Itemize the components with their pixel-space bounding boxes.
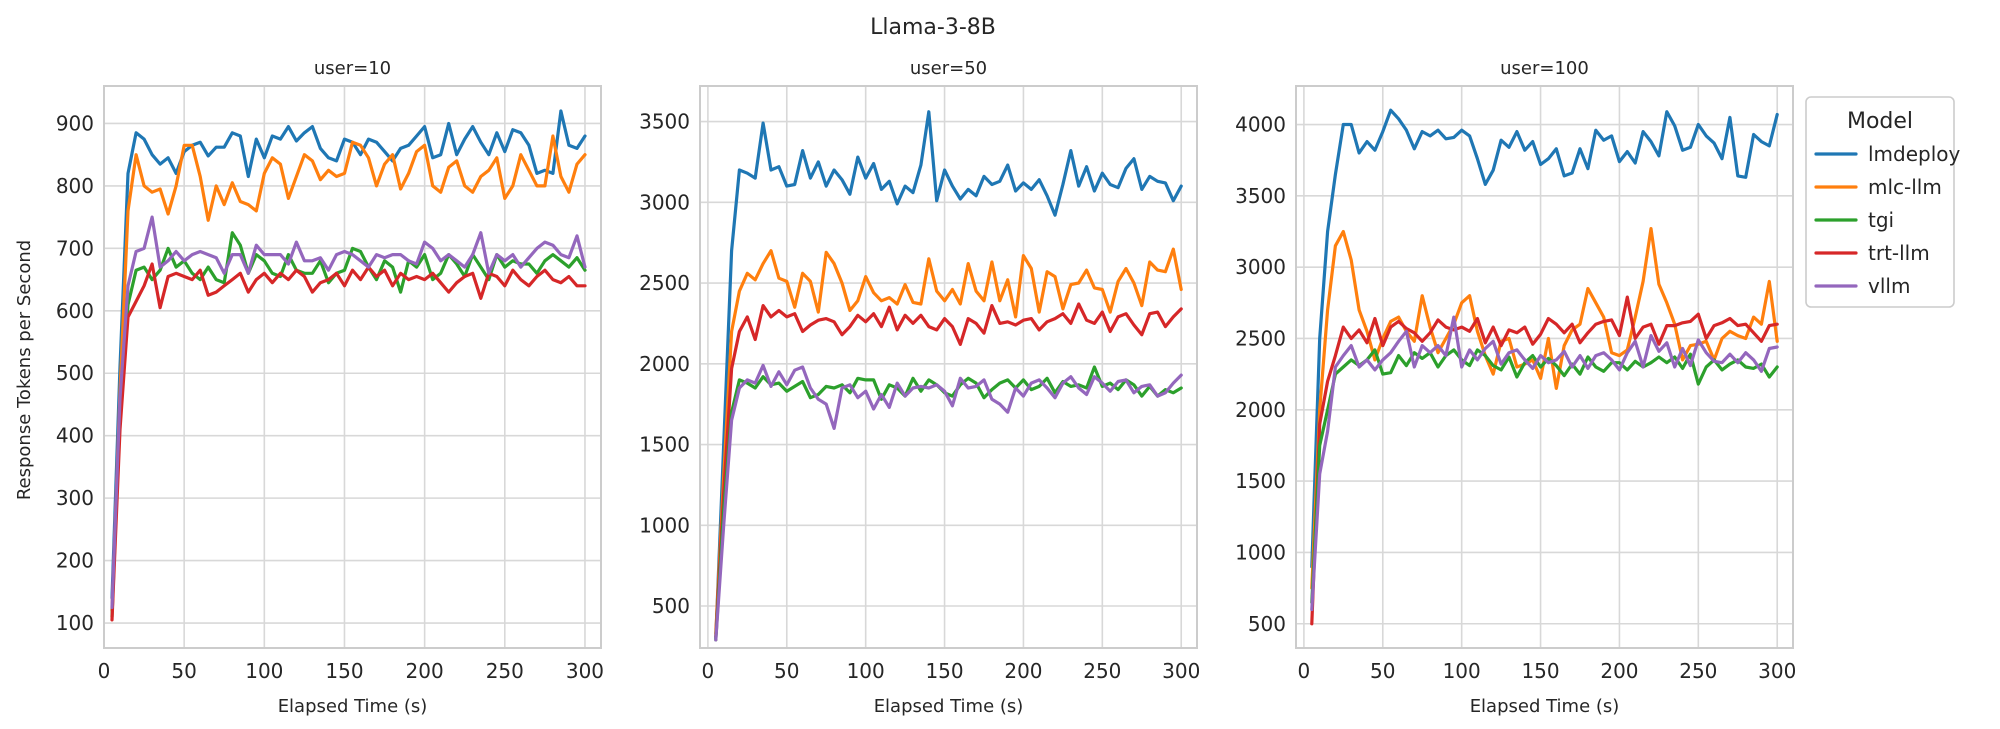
y-tick-label: 2500	[639, 271, 690, 295]
y-axis-label: Response Tokens per Second	[14, 240, 35, 500]
legend-label: vllm	[1868, 274, 1910, 298]
subplot-3: 0 50 100 150 200 250 300 500 1000 1500 2000 2500 300…	[1235, 58, 1796, 717]
subplot-1: 0 50 100 150 200 250 300 100 200 300 400 500 600 700 8…	[56, 58, 604, 717]
legend-label: trt-llm	[1868, 241, 1930, 265]
subplot-title: user=50	[910, 58, 987, 79]
x-tick-label: 300	[1162, 659, 1200, 683]
series-line-vllm	[714, 363, 1183, 642]
series-line-trt-llm	[714, 302, 1183, 639]
x-tick-label: 200	[1004, 659, 1042, 683]
series-line-mlc-llm	[110, 134, 587, 613]
subplot-2: 0 50 100 150 200 250 300 500 1000 1500 2000 2500 300…	[639, 58, 1200, 717]
x-tick-label: 300	[566, 659, 604, 683]
x-tick-label: 0	[1298, 659, 1311, 683]
x-tick-label: 300	[1758, 659, 1796, 683]
y-tick-label: 200	[56, 549, 94, 573]
y-tick-label: 4000	[1235, 113, 1286, 137]
legend-item-lmdeploy: lmdeploy	[1814, 142, 1961, 166]
x-tick-label: 100	[245, 659, 283, 683]
y-tick-label: 1500	[1235, 469, 1286, 493]
legend-label: mlc-llm	[1868, 175, 1942, 199]
x-tick-label: 50	[1370, 659, 1395, 683]
y-tick-label: 600	[56, 299, 94, 323]
x-tick-label: 250	[1679, 659, 1717, 683]
x-axis-label: Elapsed Time (s)	[1470, 696, 1620, 717]
y-tick-label: 3500	[639, 110, 690, 134]
series-line-lmdeploy	[1310, 108, 1779, 569]
y-tick-label: 500	[56, 361, 94, 385]
y-tick-label: 3500	[1235, 184, 1286, 208]
y-tick-label: 300	[56, 486, 94, 510]
legend-item-tgi: tgi	[1814, 208, 1894, 232]
legend-label: lmdeploy	[1868, 142, 1961, 166]
legend-label: tgi	[1868, 208, 1894, 232]
y-tick-label: 500	[1248, 612, 1286, 636]
x-tick-label: 50	[774, 659, 799, 683]
x-tick-label: 150	[1521, 659, 1559, 683]
y-tick-label: 2000	[639, 352, 690, 376]
y-tick-label: 500	[652, 594, 690, 618]
subplot-title: user=10	[314, 58, 391, 79]
x-tick-label: 100	[847, 659, 885, 683]
legend-item-trt-llm: trt-llm	[1814, 241, 1930, 265]
y-tick-label: 2000	[1235, 398, 1286, 422]
figure-title: Llama-3-8B	[870, 15, 996, 40]
legend-item-vllm: vllm	[1814, 274, 1910, 298]
series-line-vllm	[1310, 315, 1779, 612]
x-tick-label: 250	[486, 659, 524, 683]
x-tick-label: 150	[925, 659, 963, 683]
x-tick-label: 0	[98, 659, 111, 683]
plot-frame	[699, 85, 1198, 649]
y-tick-label: 1000	[1235, 540, 1286, 564]
series-line-vllm	[110, 215, 587, 610]
series-line-tgi	[1310, 348, 1779, 605]
series-line-mlc-llm	[714, 247, 1183, 636]
series-line-lmdeploy	[714, 110, 1183, 640]
y-tick-label: 400	[56, 424, 94, 448]
y-tick-label: 800	[56, 174, 94, 198]
legend-title: Model	[1847, 109, 1913, 134]
y-tick-label: 1500	[639, 433, 690, 457]
y-tick-label: 900	[56, 111, 94, 135]
y-tick-label: 3000	[1235, 255, 1286, 279]
x-axis-label: Elapsed Time (s)	[874, 696, 1024, 717]
y-tick-label: 2500	[1235, 326, 1286, 350]
legend: Model lmdeploy mlc-llm tgi trt-llm vllm	[1805, 96, 1961, 308]
series-line-tgi	[110, 231, 587, 619]
x-tick-label: 150	[325, 659, 363, 683]
subplot-title: user=100	[1500, 58, 1589, 79]
plot-frame	[1295, 85, 1794, 649]
subplots: 0 50 100 150 200 250 3001002003004005006007008…	[56, 58, 1797, 717]
x-tick-label: 200	[1600, 659, 1638, 683]
y-tick-label: 3000	[639, 190, 690, 214]
y-tick-label: 1000	[639, 513, 690, 537]
series-line-trt-llm	[1310, 295, 1779, 626]
x-tick-label: 100	[1443, 659, 1481, 683]
x-tick-label: 50	[171, 659, 196, 683]
y-tick-label: 100	[56, 611, 94, 635]
x-axis-label: Elapsed Time (s)	[278, 696, 428, 717]
y-tick-label: 700	[56, 236, 94, 260]
x-tick-label: 0	[702, 659, 715, 683]
plot-frame	[103, 85, 602, 649]
series-line-mlc-llm	[1310, 227, 1779, 590]
x-tick-label: 250	[1083, 659, 1121, 683]
legend-item-mlc-llm: mlc-llm	[1814, 175, 1942, 199]
series-line-tgi	[714, 365, 1183, 642]
x-tick-label: 200	[406, 659, 444, 683]
legend-items: lmdeploy mlc-llm tgi trt-llm vllm	[1814, 142, 1961, 298]
series-line-trt-llm	[110, 262, 587, 622]
